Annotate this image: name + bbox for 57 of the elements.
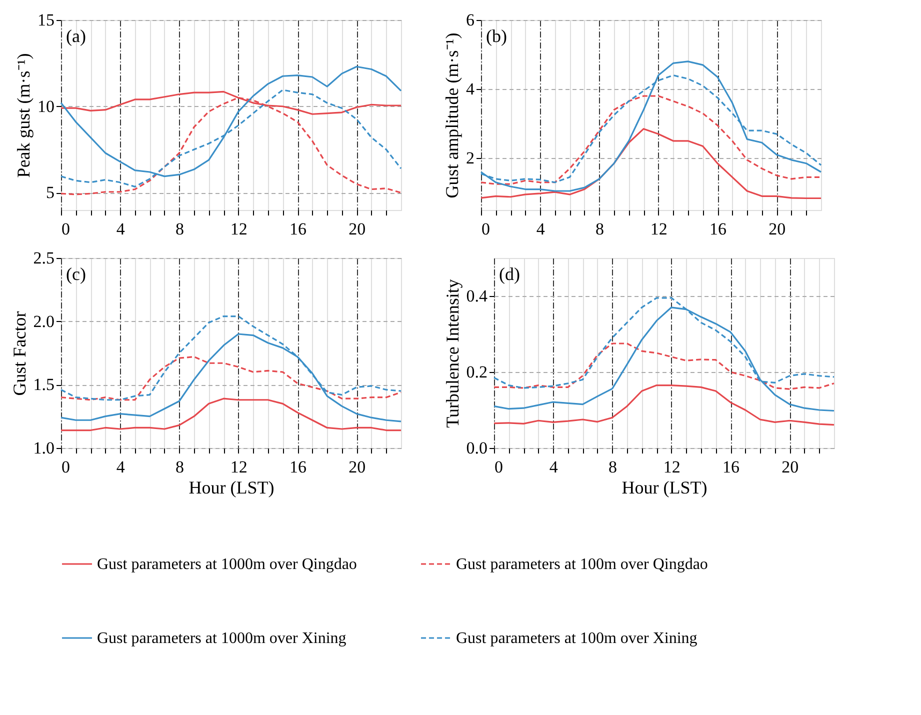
y-tick-label: 2.5 [33, 248, 54, 268]
x-tick-label: 8 [176, 220, 184, 238]
legend-label: Gust parameters at 100m over Xining [456, 630, 698, 647]
y-tick-label: 10 [38, 96, 54, 116]
y-tick-label: 5 [46, 183, 54, 202]
x-tick-label: 0 [62, 458, 70, 476]
x-tick-label: 4 [116, 458, 126, 476]
y-axis-title: Turbulence Intensity [442, 279, 462, 428]
line-series [493, 384, 835, 426]
line-series [480, 128, 822, 200]
x-tick-label: 12 [230, 220, 248, 238]
x-tick-label: 12 [663, 458, 680, 476]
x-tick-label: 12 [650, 220, 668, 238]
x-tick-label: 0 [62, 220, 70, 238]
y-tick-label: 6 [466, 10, 474, 30]
x-tick-label: 16 [722, 458, 740, 476]
y-axis-title: Gust Factor [9, 311, 30, 396]
y-tick-label: 0.2 [466, 362, 488, 382]
line-series [60, 356, 402, 401]
line-series [60, 398, 402, 432]
y-tick-label: 1.5 [33, 375, 54, 394]
y-tick-label: 4 [466, 80, 475, 99]
x-tick-label: 0 [494, 458, 503, 476]
x-axis-title: Hour (LST) [188, 478, 274, 498]
y-tick-label: 2 [466, 148, 474, 168]
x-tick-label: 8 [608, 458, 618, 476]
x-tick-label: 16 [290, 220, 307, 238]
x-tick-label: 0 [482, 220, 490, 238]
annotation: (d) [499, 264, 520, 284]
x-tick-label: 4 [549, 458, 558, 476]
annotation: (b) [486, 26, 507, 46]
annotation: (a) [66, 26, 86, 46]
line-series [480, 95, 822, 185]
x-tick-label: 16 [710, 220, 727, 238]
legend-label: Gust parameters at 1000m over Qingdao [97, 556, 357, 573]
legend-label: Gust parameters at 100m over Qingdao [456, 556, 708, 573]
x-tick-label: 20 [348, 220, 366, 238]
y-axis-title: Gust amplitude (m·s⁻¹) [442, 32, 462, 198]
line-series [493, 342, 835, 390]
y-tick-label: 0.4 [466, 286, 488, 306]
x-tick-label: 8 [176, 458, 184, 476]
x-axis-title: Hour (LST) [622, 478, 708, 498]
x-tick-label: 8 [596, 220, 604, 238]
x-tick-label: 16 [290, 458, 307, 476]
x-tick-label: 20 [768, 220, 786, 238]
x-tick-label: 4 [536, 220, 546, 238]
x-tick-label: 12 [230, 458, 248, 476]
y-tick-label: 2.0 [33, 312, 54, 331]
x-tick-label: 20 [348, 458, 366, 476]
x-tick-label: 4 [116, 220, 126, 238]
y-tick-label: 0.0 [466, 438, 488, 458]
legend-label: Gust parameters at 1000m over Xining [97, 630, 346, 647]
y-axis-title: Peak gust (m·s⁻¹) [14, 53, 34, 178]
annotation: (c) [66, 264, 86, 284]
x-tick-label: 20 [782, 458, 799, 476]
y-tick-label: 1.0 [33, 438, 54, 458]
y-tick-label: 15 [38, 10, 54, 30]
